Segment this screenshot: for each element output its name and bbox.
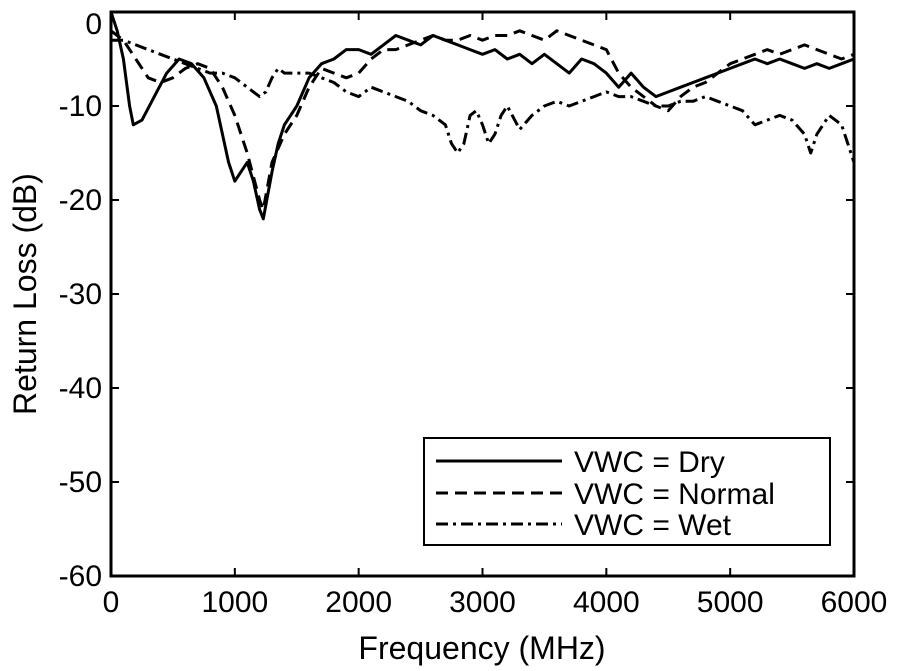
y-tick-label: -10: [59, 90, 102, 123]
x-axis-label: Frequency (MHz): [358, 630, 605, 666]
legend: VWC = Dry VWC = Normal VWC = Wet: [424, 438, 830, 545]
x-tick-label: 0: [103, 586, 120, 619]
series-layer: [111, 12, 854, 219]
y-axis-label: Return Loss (dB): [7, 173, 43, 415]
legend-label-normal: VWC = Normal: [574, 478, 775, 511]
x-tick-labels: 0 1000 2000 3000 4000 5000 6000: [103, 586, 888, 619]
series-line-vwc-wet: [111, 40, 854, 162]
y-tick-label: -50: [59, 466, 102, 499]
y-tick-label: -60: [59, 560, 102, 593]
x-tick-label: 4000: [573, 586, 640, 619]
x-tick-label: 1000: [201, 586, 268, 619]
x-tick-label: 6000: [821, 586, 888, 619]
x-tick-label: 3000: [449, 586, 516, 619]
y-tick-label: -20: [59, 184, 102, 217]
legend-label-dry: VWC = Dry: [574, 446, 725, 479]
x-tick-label: 2000: [325, 586, 392, 619]
x-tick-label: 5000: [697, 586, 764, 619]
series-line-vwc-normal: [111, 31, 854, 210]
y-tick-label: -40: [59, 372, 102, 405]
y-tick-label: 0: [85, 8, 102, 41]
legend-label-wet: VWC = Wet: [574, 509, 732, 542]
y-tick-labels: 0 -10 -20 -30 -40 -50 -60: [59, 8, 102, 593]
y-tick-label: -30: [59, 278, 102, 311]
series-line-vwc-dry: [111, 12, 854, 219]
